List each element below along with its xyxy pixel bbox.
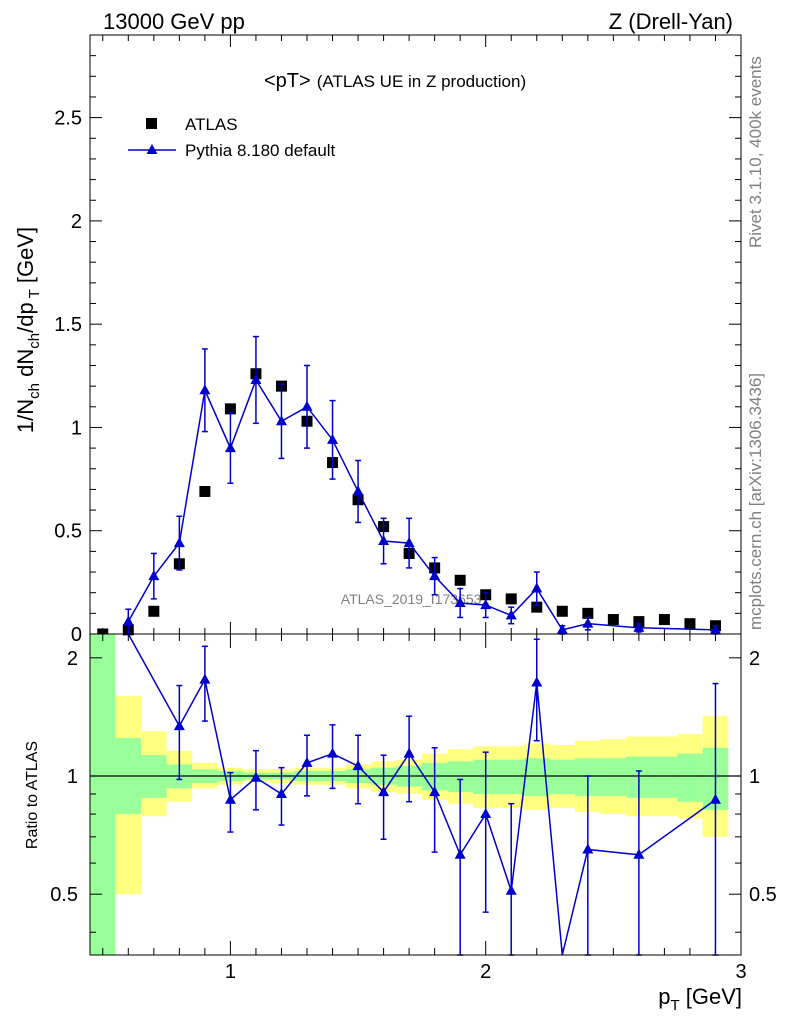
atlas-point <box>582 607 594 619</box>
ratio-panel: 0.5 0.5 1 1 2 2 1 2 3 Ratio to ATLAS pT [GeV] <box>24 633 777 1014</box>
ratio-point <box>531 676 543 687</box>
atlas-point <box>505 593 517 605</box>
ratio-point <box>454 848 466 859</box>
green-band-segment <box>549 759 576 794</box>
pythia-point <box>250 373 262 384</box>
ratio-point <box>480 808 492 819</box>
ratio-point <box>505 884 517 895</box>
ratio-point <box>429 786 441 797</box>
pythia-point <box>582 617 594 628</box>
x-axis-label: pT [GeV] <box>658 984 742 1014</box>
atlas-point <box>148 605 160 617</box>
green-band-segment <box>651 756 678 798</box>
pythia-point <box>224 442 236 453</box>
pythia-point <box>378 535 390 546</box>
legend-label-atlas: ATLAS <box>185 115 238 134</box>
ratio-point <box>633 848 645 859</box>
main-y-tick-label: 1.5 <box>54 314 82 336</box>
atlas-point <box>199 485 211 497</box>
ratio-y-tick-label: 2 <box>67 648 78 670</box>
ratio-point <box>250 771 262 782</box>
main-y-tick-label: 2 <box>71 211 82 233</box>
ratio-point <box>173 720 185 731</box>
pythia-point <box>531 582 543 593</box>
pythia-point <box>505 609 517 620</box>
main-y-tick-label: 2.5 <box>54 108 82 130</box>
x-tick-label: 2 <box>480 961 491 983</box>
pythia-point <box>454 597 466 608</box>
ratio-frame <box>89 633 742 956</box>
atlas-point <box>454 574 466 586</box>
ratio-point <box>582 843 594 854</box>
ratio-y-tick-label: 1 <box>67 766 78 788</box>
ratio-point <box>709 793 721 804</box>
atlas-point <box>684 618 696 630</box>
header-left: 13000 GeV pp <box>103 9 245 34</box>
main-series <box>97 335 721 640</box>
ratio-series <box>127 633 721 956</box>
atlas-point <box>633 616 645 628</box>
atlas-point <box>224 403 236 415</box>
green-band-segment <box>677 753 703 802</box>
main-y-tick-label: 0 <box>71 624 82 646</box>
pythia-point <box>429 570 441 581</box>
ratio-point <box>199 673 211 684</box>
ratio-y-tick-label: 0.5 <box>50 884 78 906</box>
ratio-y-tick-label-right: 0.5 <box>749 884 777 906</box>
ratio-point <box>224 793 236 804</box>
plot-title-main: <pT> <box>264 70 311 92</box>
pythia-point <box>122 615 134 626</box>
legend-marker-pythia <box>146 144 158 154</box>
side-text-top: Rivet 3.1.10, 400k events <box>746 56 765 248</box>
plot-title: <pT> (ATLAS UE in Z production) <box>264 70 526 92</box>
main-y-tick-label: 0.5 <box>54 521 82 543</box>
pythia-point <box>173 537 185 548</box>
legend-label-pythia: Pythia 8.180 default <box>185 141 336 160</box>
green-band-segment <box>498 759 524 794</box>
atlas-point <box>531 601 543 613</box>
ratio-y-tick-label-right: 1 <box>749 766 760 788</box>
pythia-point <box>709 623 721 634</box>
pythia-point <box>327 433 339 444</box>
ratio-ticks: 0.5 0.5 1 1 2 2 1 2 3 <box>50 634 777 983</box>
pythia-point <box>199 384 211 395</box>
atlas-point <box>658 614 670 626</box>
x-tick-label: 1 <box>225 961 236 983</box>
side-text-bottom: mcplots.cern.ch [arXiv:1306.3436] <box>746 373 765 630</box>
ratio-point <box>327 747 339 758</box>
main-y-tick-label: 1 <box>71 417 82 439</box>
pythia-point <box>301 400 313 411</box>
plot-title-sub: (ATLAS UE in Z production) <box>317 72 526 91</box>
pythia-point <box>633 621 645 632</box>
pythia-point <box>556 623 568 634</box>
atlas-point <box>607 614 619 626</box>
legend: ATLAS Pythia 8.180 default <box>128 115 336 160</box>
ratio-line <box>127 633 716 956</box>
main-panel: 0 0.5 1 1.5 2 2.5 ATLAS_2019_I1736531 <pT> (AT… <box>13 34 742 646</box>
pythia-point <box>480 599 492 610</box>
ratio-point <box>275 787 287 798</box>
header-right: Z (Drell-Yan) <box>609 9 733 34</box>
ratio-point <box>403 747 415 758</box>
pythia-point <box>275 415 287 426</box>
ratio-point <box>301 756 313 767</box>
ratio-y-axis-label: Ratio to ATLAS <box>24 741 41 849</box>
green-band-segment <box>600 758 627 796</box>
ratio-point <box>378 786 390 797</box>
green-band-segment <box>90 634 116 955</box>
ratio-y-tick-label-right: 2 <box>749 648 760 670</box>
x-tick-label: 3 <box>735 961 746 983</box>
legend-marker-atlas <box>146 118 157 129</box>
pythia-point <box>403 537 415 548</box>
pythia-point <box>148 570 160 581</box>
pythia-point <box>352 485 364 496</box>
ratio-point <box>352 760 364 771</box>
watermark: ATLAS_2019_I1736531 <box>341 591 490 607</box>
atlas-point <box>556 605 568 617</box>
main-y-axis-label: 1/Nch dNch/dp T [GeV] <box>13 227 43 433</box>
main-ticks: 0 0.5 1 1.5 2 2.5 <box>54 35 741 646</box>
